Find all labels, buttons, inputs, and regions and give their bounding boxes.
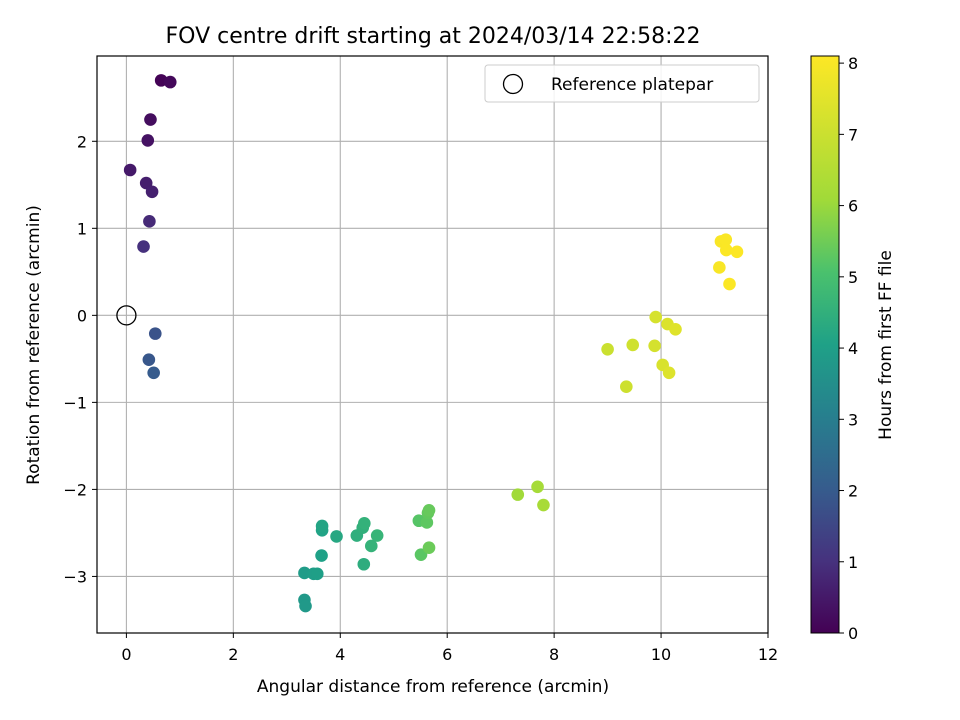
- data-point: [649, 310, 663, 324]
- data-point: [299, 599, 312, 613]
- data-point: [531, 480, 544, 494]
- colorbar: 0 1 2 3 4 5 6 7 8 Hours from first FF file: [810, 54, 896, 643]
- data-point: [370, 529, 384, 542]
- data-point: [719, 243, 733, 257]
- data-point: [723, 277, 736, 291]
- legend-reference-marker: [502, 73, 524, 95]
- y-tick-label: −3: [63, 567, 87, 586]
- data-point: [143, 215, 156, 228]
- legend-entry-reference: Reference platepar: [551, 75, 713, 95]
- x-tick-label: 4: [335, 645, 345, 664]
- data-point: [719, 233, 733, 246]
- data-point: [420, 516, 434, 529]
- data-point: [662, 366, 676, 380]
- data-point: [144, 113, 157, 126]
- colorbar-tick-label: 3: [848, 410, 858, 429]
- y-tick-label: 2: [77, 132, 87, 151]
- data-point: [601, 342, 614, 356]
- data-point: [626, 338, 640, 352]
- data-point: [315, 549, 328, 562]
- colorbar-tick-label: 8: [848, 54, 858, 73]
- data-point: [357, 557, 371, 571]
- y-tick-label: −2: [63, 480, 87, 499]
- data-points: [123, 74, 744, 613]
- data-point: [315, 519, 329, 533]
- data-point: [422, 503, 436, 517]
- data-point: [648, 339, 661, 353]
- x-tick-label: 6: [442, 645, 452, 664]
- data-point: [145, 185, 159, 199]
- y-axis-label: Rotation from reference (arcmin): [24, 205, 44, 485]
- colorbar-tick-label: 7: [848, 125, 858, 144]
- data-point: [730, 245, 744, 259]
- data-point: [669, 322, 682, 336]
- colorbar-tick-label: 0: [848, 624, 858, 643]
- data-point: [142, 353, 156, 367]
- x-tick-label: 8: [549, 645, 559, 664]
- plot-frame: [96, 55, 769, 634]
- data-point: [537, 498, 550, 512]
- y-tick-label: 0: [77, 306, 87, 325]
- x-axis-label: Angular distance from reference (arcmin): [257, 677, 609, 697]
- x-tick-label: 0: [121, 645, 131, 664]
- data-point: [147, 366, 160, 380]
- data-point: [148, 327, 162, 340]
- data-point: [310, 567, 324, 581]
- reference-marker: [116, 305, 137, 326]
- colorbar-tick-label: 2: [848, 482, 858, 501]
- data-point: [358, 517, 371, 530]
- data-point: [123, 163, 137, 177]
- y-axis-ticks: −3 −2 −1 0 1 2: [63, 132, 97, 586]
- colorbar-gradient: [810, 55, 840, 634]
- legend-box: [484, 64, 760, 103]
- data-point: [330, 530, 343, 543]
- colorbar-ticks: 0 1 2 3 4 5 6 7 8: [839, 54, 858, 643]
- data-point: [163, 75, 177, 89]
- data-point: [620, 380, 633, 394]
- colorbar-tick-label: 5: [848, 268, 858, 287]
- colorbar-tick-label: 4: [848, 339, 858, 358]
- data-point: [298, 566, 311, 580]
- x-axis-ticks: 0 2 4 6 8 10 12: [121, 633, 778, 664]
- reference-marker-layer: [116, 305, 137, 326]
- chart-title: FOV centre drift starting at 2024/03/14 …: [166, 24, 701, 49]
- colorbar-tick-label: 1: [848, 553, 858, 572]
- data-point: [422, 541, 436, 555]
- data-point: [713, 261, 726, 274]
- data-point: [141, 134, 155, 147]
- legend: Reference platepar: [484, 64, 760, 103]
- data-point: [511, 488, 525, 501]
- x-tick-label: 10: [651, 645, 671, 664]
- colorbar-tick-label: 6: [848, 197, 858, 216]
- x-tick-label: 2: [228, 645, 238, 664]
- y-tick-label: 1: [77, 219, 87, 238]
- y-tick-label: −1: [63, 393, 87, 412]
- x-tick-label: 12: [758, 645, 778, 664]
- data-point: [364, 539, 378, 553]
- data-point: [137, 240, 150, 253]
- colorbar-label: Hours from first FF file: [876, 250, 896, 440]
